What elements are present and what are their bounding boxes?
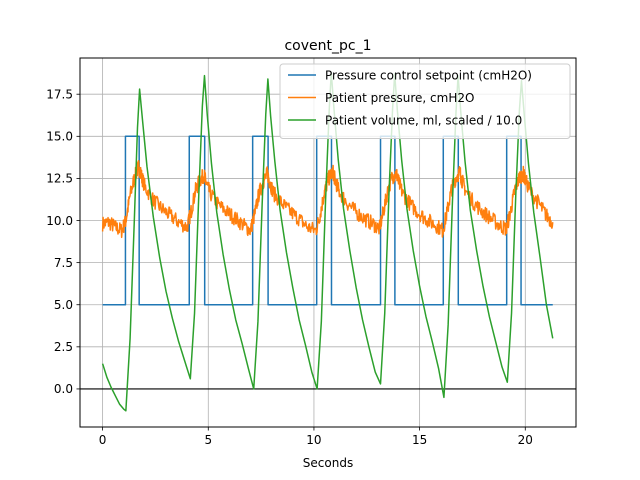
y-tick-label: 15.0	[46, 130, 73, 144]
y-tick-label: 7.5	[54, 256, 73, 270]
y-tick-label: 12.5	[46, 172, 73, 186]
x-tick-label: 15	[412, 433, 427, 447]
legend-label-2: Patient volume, ml, scaled / 10.0	[325, 113, 522, 127]
x-tick-label: 0	[99, 433, 107, 447]
y-tick-label: 0.0	[54, 382, 73, 396]
series-line-1	[101, 160, 554, 239]
chart-title: covent_pc_1	[284, 38, 371, 54]
y-tick-label: 5.0	[54, 298, 73, 312]
x-tick-label: 5	[204, 433, 212, 447]
y-tick-label: 10.0	[46, 214, 73, 228]
y-tick-label: 2.5	[54, 340, 73, 354]
x-tick-label: 20	[518, 433, 533, 447]
axis-ticks: 0 5 10 15 20 0.0 2.5 5.0 7.5 10.0 12.5 15.0 17.5	[46, 88, 533, 447]
legend-label-0: Pressure control setpoint (cmH2O)	[325, 68, 532, 82]
legend-box	[279, 63, 571, 139]
y-tick-label: 17.5	[46, 88, 73, 102]
legend: Pressure control setpoint (cmH2O) Patient…	[279, 63, 571, 139]
x-axis-label: Seconds	[303, 456, 353, 470]
series-line-2	[101, 71, 554, 412]
legend-label-1: Patient pressure, cmH2O	[325, 91, 474, 105]
x-tick-label: 10	[306, 433, 321, 447]
axes-frame	[79, 57, 577, 428]
